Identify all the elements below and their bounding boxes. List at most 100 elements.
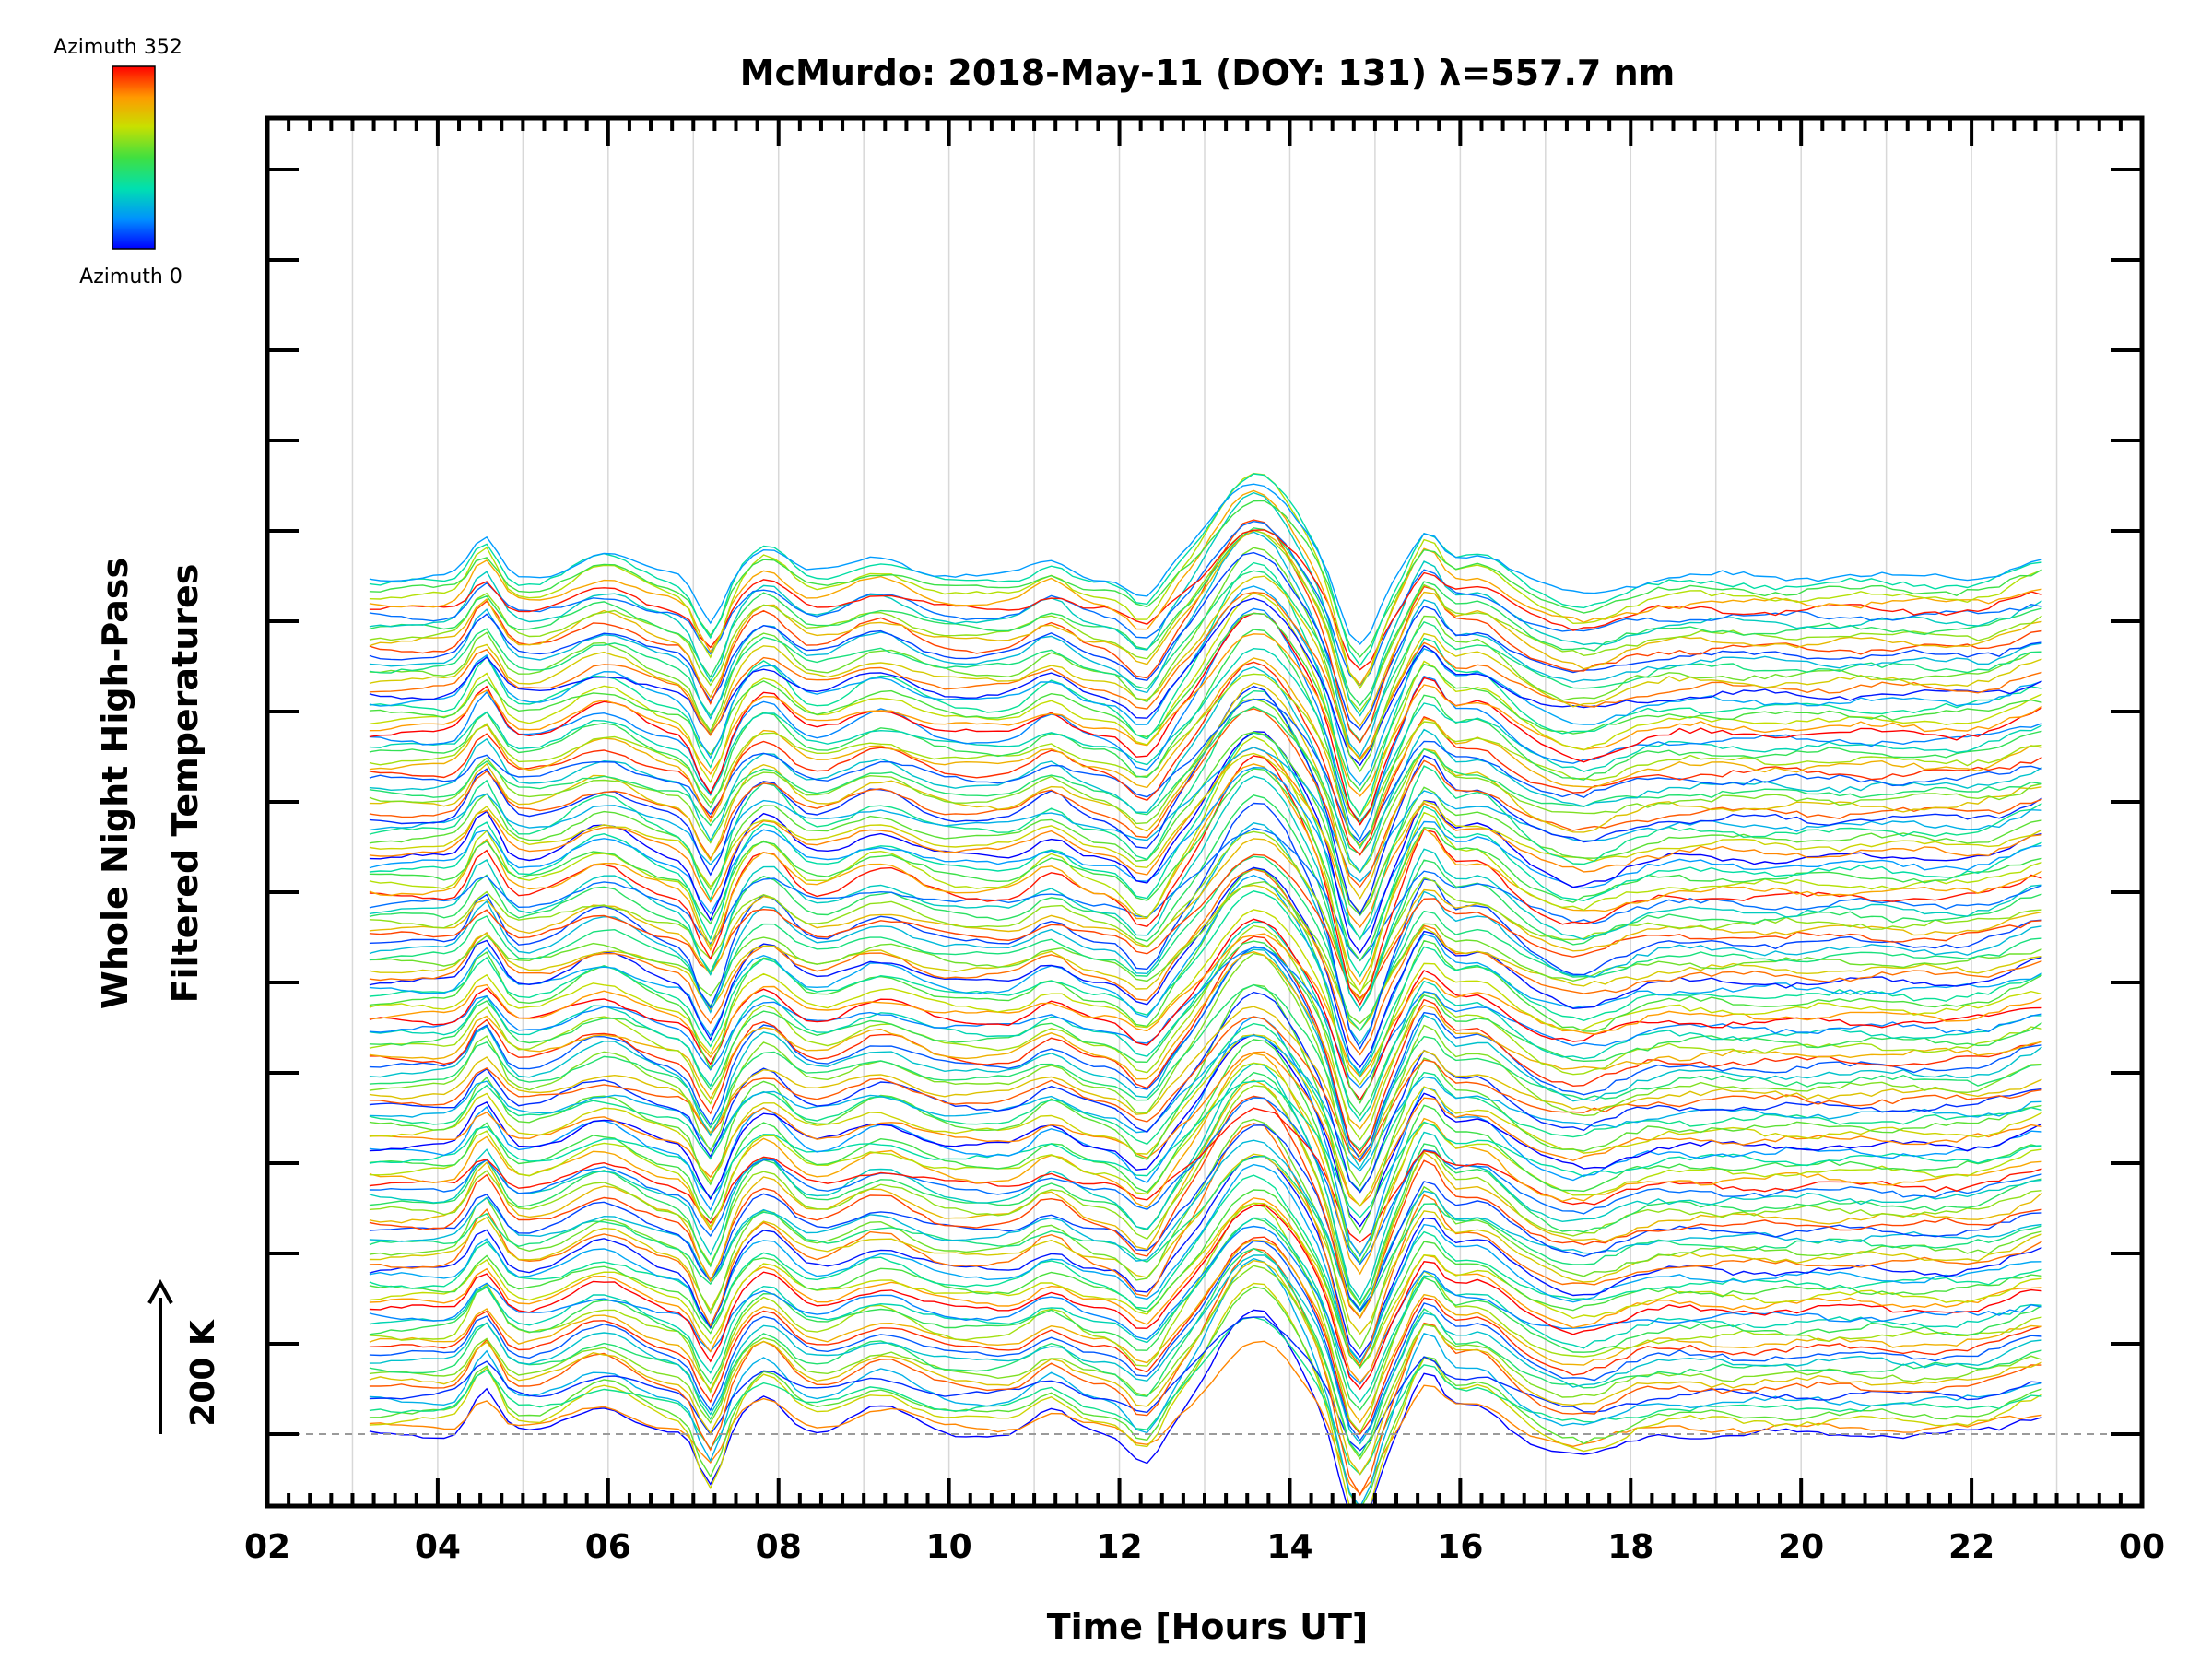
y-axis-label-line2: Filtered Temperatures xyxy=(165,564,206,1004)
x-tick-label: 20 xyxy=(1778,1528,1824,1566)
series-line xyxy=(369,1163,2042,1363)
series-line xyxy=(369,794,2042,1012)
series-line xyxy=(369,867,2042,1105)
series-line xyxy=(369,752,2042,913)
axis-ticks xyxy=(267,118,2142,1506)
series-line xyxy=(369,531,2042,758)
series-line xyxy=(369,1085,2042,1307)
series-line xyxy=(369,827,2042,962)
series-line xyxy=(369,673,2042,825)
x-tick-label: 02 xyxy=(244,1528,290,1566)
series-line xyxy=(369,1079,2042,1319)
series-line xyxy=(369,529,2042,671)
series-line xyxy=(369,1034,2042,1172)
series-line xyxy=(369,868,2042,1056)
series-line xyxy=(369,597,2042,767)
series-line xyxy=(369,500,2042,658)
series-line xyxy=(369,732,2042,978)
series-line xyxy=(369,1236,2042,1436)
series-line xyxy=(369,1202,2042,1434)
series-line xyxy=(369,1080,2042,1218)
scale-bar-label: 200 K xyxy=(184,1319,222,1427)
series-line xyxy=(369,1265,2042,1460)
series-line xyxy=(369,1124,2042,1312)
series-line xyxy=(369,1123,2042,1367)
series-line xyxy=(369,1139,2042,1312)
series-line xyxy=(369,890,2042,1077)
x-tick-label: 08 xyxy=(756,1528,802,1566)
series-line xyxy=(369,585,2042,787)
series-line xyxy=(369,1189,2042,1369)
series-line xyxy=(369,1016,2042,1163)
x-tick-label: 16 xyxy=(1437,1528,1483,1566)
series-line xyxy=(369,1240,2042,1442)
series-line xyxy=(369,947,2042,1089)
series-line xyxy=(369,1022,2042,1193)
series-line xyxy=(369,519,2042,744)
series-line xyxy=(369,689,2042,941)
series-line xyxy=(369,755,2042,1006)
series-line xyxy=(369,661,2042,856)
series-line xyxy=(369,874,2042,1075)
series-line xyxy=(369,575,2042,762)
series-line xyxy=(369,491,2042,717)
series-line xyxy=(369,472,2042,689)
series-line xyxy=(369,527,2042,707)
series-line xyxy=(369,1097,2042,1265)
series-line xyxy=(369,698,2042,843)
x-tick-label: 22 xyxy=(1948,1528,1994,1566)
series-line xyxy=(369,1155,2042,1359)
series-line xyxy=(369,855,2042,1032)
series-line xyxy=(369,853,2042,999)
series-line xyxy=(369,1033,2042,1228)
series-line xyxy=(369,1282,2042,1506)
colorbar: Azimuth 352 Azimuth 0 xyxy=(53,36,182,288)
series-line xyxy=(369,880,2042,1025)
series-line xyxy=(369,838,2042,1001)
series-line xyxy=(369,952,2042,1187)
series-line xyxy=(369,682,2042,900)
colorbar-gradient xyxy=(112,65,156,250)
series-line xyxy=(369,991,2042,1194)
series-line xyxy=(369,489,2042,686)
series-line xyxy=(369,705,2042,855)
series-line xyxy=(369,766,2042,940)
series-line xyxy=(369,1062,2042,1301)
colorbar-bottom-label: Azimuth 0 xyxy=(79,265,182,288)
series-line xyxy=(369,529,2042,727)
series-line xyxy=(369,735,2042,995)
x-tick-label: 12 xyxy=(1096,1528,1142,1566)
series-line xyxy=(369,909,2042,1086)
series-line xyxy=(369,1155,2042,1312)
series-line xyxy=(369,1254,2042,1445)
series-line xyxy=(369,1316,2042,1452)
series-line xyxy=(369,866,2042,1068)
scale-bar-arrowhead xyxy=(147,1278,173,1304)
series-line xyxy=(369,592,2042,818)
series-line xyxy=(369,1239,2042,1424)
x-tick-labels: 02 04 06 08 10 12 14 16 18 20 22 00 xyxy=(244,1528,2165,1566)
series-line xyxy=(369,473,2042,667)
series-line xyxy=(369,946,2042,1161)
series-line xyxy=(369,731,2042,917)
series-layer xyxy=(369,472,2042,1506)
series-line xyxy=(369,1340,2042,1495)
series-line xyxy=(369,657,2042,847)
series-line xyxy=(369,1006,2042,1158)
series-line xyxy=(369,1316,2042,1476)
series-line xyxy=(369,529,2042,712)
series-line xyxy=(369,1034,2042,1207)
series-line xyxy=(369,570,2042,743)
series-line xyxy=(369,1107,2042,1243)
series-line xyxy=(369,1248,2042,1497)
series-line xyxy=(369,1225,2042,1385)
series-line xyxy=(369,1039,2042,1264)
series-line xyxy=(369,921,2042,1123)
series-line xyxy=(369,1197,2042,1383)
series-line xyxy=(369,551,2042,731)
series-line xyxy=(369,1202,2042,1369)
series-line xyxy=(369,629,2042,850)
x-tick-label: 14 xyxy=(1266,1528,1312,1566)
series-line xyxy=(369,775,2042,1012)
series-line xyxy=(369,763,2042,986)
